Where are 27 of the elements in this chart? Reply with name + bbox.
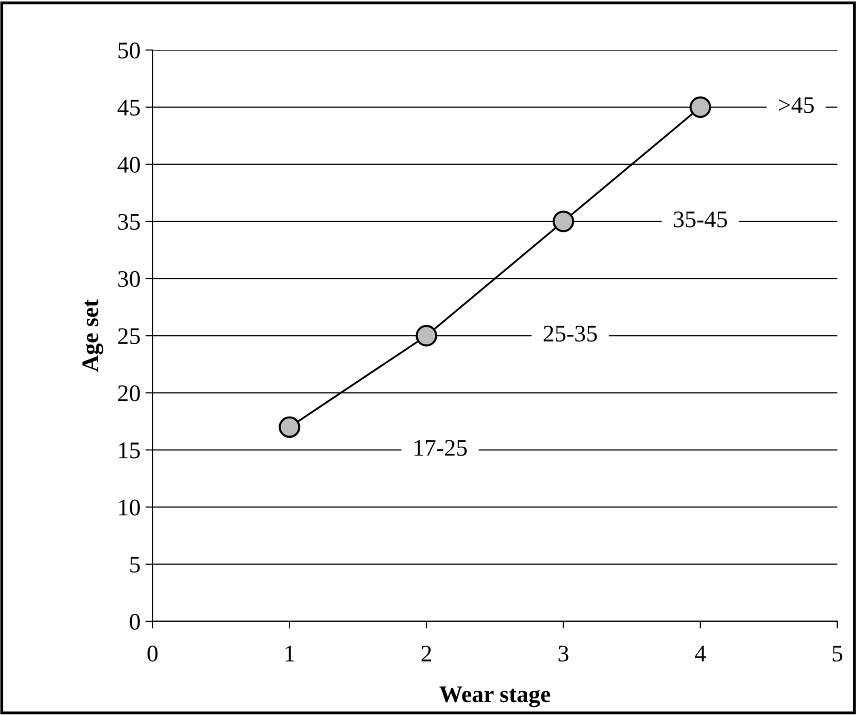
x-tick-label: 4 xyxy=(694,646,706,662)
point xyxy=(690,96,712,118)
y-tick-label: 0 xyxy=(130,614,140,630)
x-tick-label: 5 xyxy=(832,646,842,662)
y-tick-label: 25 xyxy=(118,328,140,344)
point xyxy=(552,210,574,232)
y-axis-title: Age set xyxy=(82,299,104,372)
y-tick-label: 15 xyxy=(119,442,140,458)
x-tick-label: 1 xyxy=(286,646,294,662)
y-tick-label: 20 xyxy=(118,385,140,402)
y-tick-label: 40 xyxy=(118,156,140,173)
y-tick-label: 35 xyxy=(118,214,140,230)
x-tick-label: 2 xyxy=(422,646,432,662)
annotation: >45 xyxy=(778,97,814,114)
y-tick-label: 30 xyxy=(118,271,140,287)
point xyxy=(416,324,438,346)
y-tick-label: 10 xyxy=(119,500,140,516)
point xyxy=(278,416,300,438)
annotation: 35-45 xyxy=(674,211,727,228)
y-tick-label: 45 xyxy=(118,100,140,116)
x-axis-title: Wear stage xyxy=(439,686,550,708)
y-tick-label: 5 xyxy=(130,556,140,573)
y-tick-label: 50 xyxy=(118,42,140,58)
annotation: 17-25 xyxy=(414,440,467,456)
x-tick-label: 0 xyxy=(148,646,158,662)
x-tick-label: 3 xyxy=(558,646,568,662)
annotation: 25-35 xyxy=(544,326,597,342)
